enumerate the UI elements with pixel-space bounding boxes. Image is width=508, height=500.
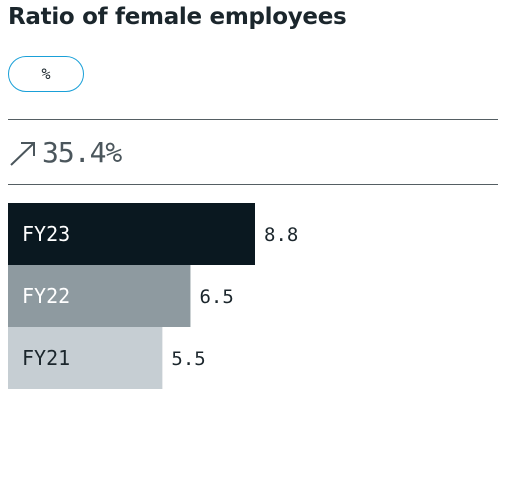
bar-category-label: FY21 [22,346,70,370]
bar-fy21 [8,327,163,389]
bar-fy22 [8,265,191,327]
bar-value-label: 8.8 [264,224,298,246]
bar-value-label: 5.5 [171,348,205,370]
bar-fy23 [8,203,255,265]
unit-label: % [41,65,51,83]
bar-value-label: 6.5 [199,286,233,308]
divider-bottom [8,184,498,185]
change-indicator: 35.4% [8,136,122,169]
change-value: 35.4% [42,136,122,169]
divider-top [8,119,498,120]
unit-pill: % [8,56,84,92]
arrow-up-right-icon [10,141,35,166]
bar-category-label: FY23 [22,222,70,246]
chart-title: Ratio of female employees [8,4,347,30]
bar-category-label: FY22 [22,284,70,308]
